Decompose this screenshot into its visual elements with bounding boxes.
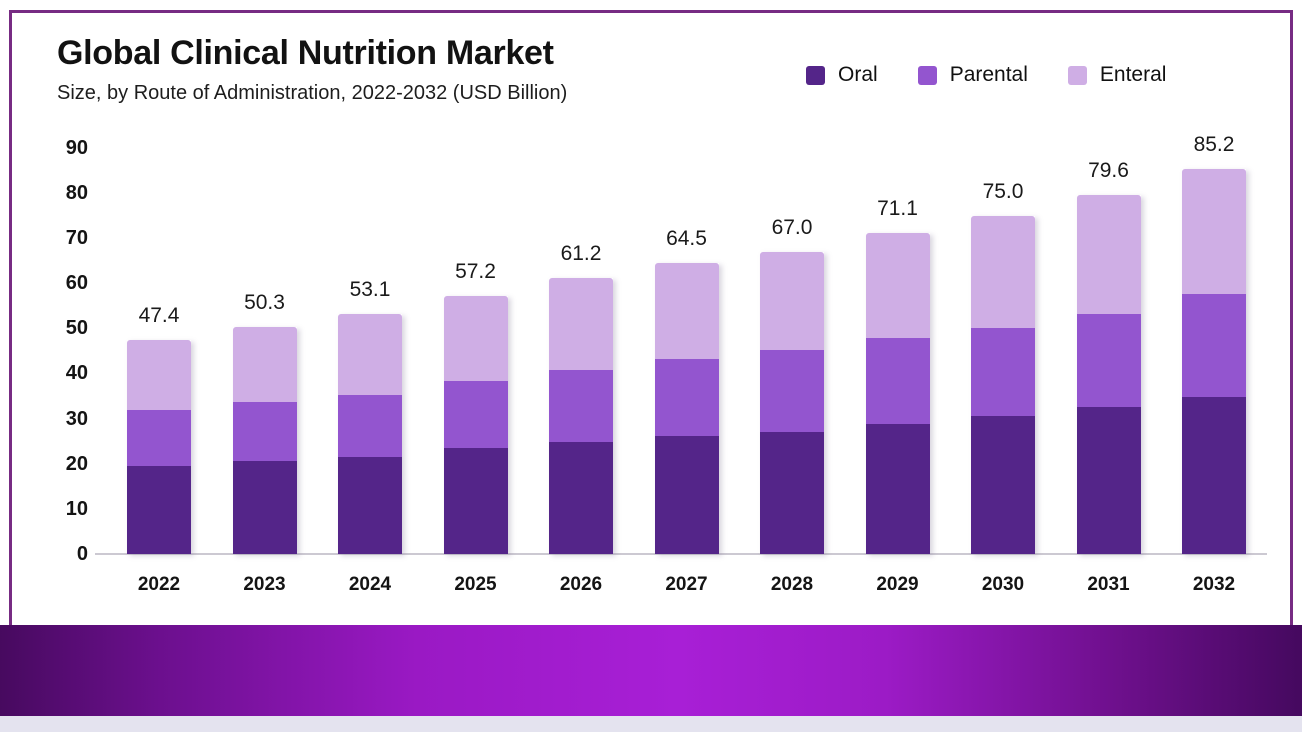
bar-total-label-2026: 61.2 [560,241,602,265]
bar-segment-2030-oral [971,416,1035,554]
legend-swatch-enteral [1067,65,1087,85]
bar-group-2022 [127,340,191,554]
bar-group-2029 [865,233,930,554]
bar-segment-2026-enteral [549,277,613,370]
title-block: Global Clinical Nutrition Market Size, b… [57,34,567,105]
legend-label: Enteral [1099,63,1167,86]
bar-segment-2027-oral [654,436,719,554]
bar-segment-2028-enteral [760,251,824,350]
bar-total-label-2027: 64.5 [666,226,707,250]
y-tick-label-80: 80 [65,181,88,204]
x-tick-label-2022: 2022 [137,574,181,595]
bar-segment-2027-parental [654,358,719,437]
y-tick-label-50: 50 [65,317,88,340]
legend-swatch-oral [806,65,825,85]
x-tick-label-2028: 2028 [770,574,814,595]
bar-segment-2029-oral [865,423,930,554]
bar-group-2027 [654,262,719,554]
bar-segment-2029-enteral [865,233,930,339]
legend-item-oral: Oral [806,63,878,87]
footer-banner: The Market will Grow At the CAGR of: 6.2… [0,625,1302,716]
x-axis-line [95,553,1267,555]
bar-group-2028 [760,251,824,554]
legend-item-enteral: Enteral [1067,63,1167,87]
bar-group-2026 [549,277,613,554]
bar-segment-2023-parental [232,401,297,461]
y-tick-label-40: 40 [65,362,88,385]
bar-total-label-2022: 47.4 [138,304,180,328]
bar-segment-2025-parental [443,381,508,449]
x-tick-label-2032: 2032 [1192,574,1236,595]
bar-group-2023 [232,326,297,554]
bar-segment-2032-enteral [1182,169,1246,295]
bar-total-label-2023: 50.3 [244,290,285,314]
bar-segment-2031-parental [1076,313,1141,408]
y-tick-label-70: 70 [65,227,88,250]
bar-segment-2031-enteral [1076,194,1141,314]
bar-segment-2030-enteral [971,215,1035,328]
y-tick-label-30: 30 [65,407,88,430]
bar-total-label-2032: 85.2 [1193,133,1235,157]
bar-segment-2024-enteral [338,314,402,395]
y-tick-label-10: 10 [65,497,88,520]
bar-group-2030 [971,215,1035,554]
bar-group-2032 [1182,169,1246,554]
footer-strip [0,716,1302,732]
bar-segment-2022-enteral [127,340,191,410]
y-tick-label-20: 20 [65,452,88,475]
bar-group-2031 [1076,194,1141,554]
bar-segment-2030-parental [971,327,1035,417]
x-tick-label-2031: 2031 [1087,574,1130,595]
bar-segment-2032-parental [1182,294,1246,397]
x-tick-label-2025: 2025 [454,574,497,595]
bar-segment-2022-oral [127,466,191,554]
bar-group-2024 [338,314,402,554]
bar-segment-2024-parental [338,394,402,457]
bar-segment-2028-oral [760,431,824,554]
bar-total-label-2025: 57.2 [455,259,496,283]
bar-segment-2029-parental [865,338,930,424]
legend-label: Oral [838,63,878,86]
bar-segment-2026-parental [549,369,613,442]
bar-group-2025 [443,295,508,554]
chart-title: Global Clinical Nutrition Market [57,34,554,72]
legend-item-parental: Parental [917,63,1028,87]
chart-legend: Oral Parental Enteral [806,63,1166,87]
bar-total-label-2028: 67.0 [771,215,813,239]
bar-segment-2027-enteral [654,262,719,359]
bar-segment-2024-oral [338,456,402,554]
x-tick-label-2030: 2030 [981,574,1025,595]
bar-total-label-2030: 75.0 [982,179,1024,203]
y-tick-label-60: 60 [65,272,88,295]
legend-swatch-parental [917,65,937,85]
bar-segment-2028-parental [760,350,824,432]
y-tick-label-0: 0 [76,543,88,565]
bar-segment-2031-oral [1076,407,1141,554]
x-tick-label-2023: 2023 [243,574,286,595]
bar-segment-2026-oral [549,441,613,554]
y-tick-label-90: 90 [65,136,88,159]
bar-total-label-2031: 79.6 [1088,158,1129,182]
bar-segment-2023-enteral [232,326,297,402]
bar-segment-2032-oral [1182,396,1246,554]
bar-total-label-2024: 53.1 [349,278,391,302]
bar-segment-2022-parental [127,409,191,467]
bar-segment-2025-enteral [443,295,508,382]
chart-subtitle: Size, by Route of Administration, 2022-2… [57,82,568,104]
x-tick-label-2024: 2024 [348,574,392,595]
x-tick-label-2027: 2027 [665,574,708,595]
bar-segment-2025-oral [443,448,508,554]
legend-label: Parental [949,63,1028,86]
x-tick-label-2029: 2029 [876,574,919,595]
bar-segment-2023-oral [232,461,297,554]
bar-total-label-2029: 71.1 [877,197,918,221]
x-tick-label-2026: 2026 [559,574,603,595]
